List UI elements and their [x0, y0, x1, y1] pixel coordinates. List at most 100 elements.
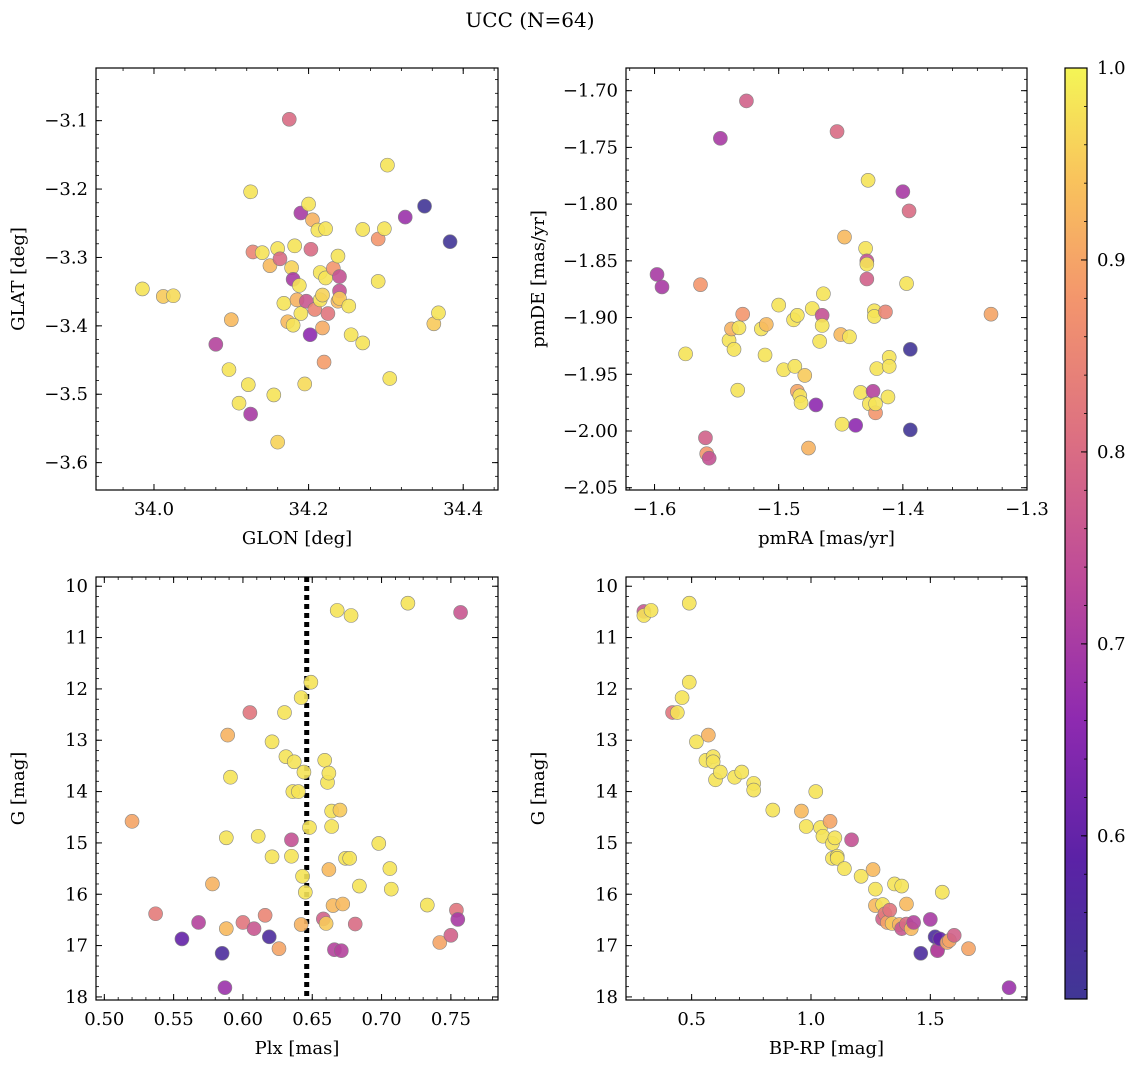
data-point	[271, 941, 287, 956]
data-point	[712, 764, 728, 780]
data-point	[868, 881, 883, 897]
data-point	[284, 832, 299, 848]
y-tick-label: −3.4	[44, 316, 88, 337]
data-point	[923, 912, 938, 927]
x-tick-label: −1.6	[633, 499, 677, 520]
data-point	[801, 440, 816, 456]
data-point	[794, 803, 809, 819]
data-point	[235, 915, 251, 930]
axes-frame	[95, 576, 499, 1001]
y-tick-label: 13	[595, 730, 618, 751]
colorbar-tick-label: 0.6	[1097, 826, 1126, 847]
data-point	[787, 359, 803, 374]
data-point	[899, 276, 914, 291]
data-point	[654, 279, 670, 295]
data-point	[302, 820, 317, 835]
data-point	[837, 861, 852, 876]
data-point	[868, 396, 883, 412]
y-tick-label: 15	[65, 833, 88, 854]
y-tick-label: 16	[65, 884, 88, 905]
figure-title: UCC (N=64)	[465, 8, 594, 32]
data-point	[790, 308, 805, 323]
x-axis-label: Plx [mas]	[255, 1038, 340, 1059]
x-tick-label: 0.70	[362, 1009, 402, 1030]
data-point	[934, 884, 950, 900]
data-point	[431, 305, 446, 321]
data-point	[297, 376, 313, 392]
y-tick-label: −1.75	[563, 137, 618, 158]
y-axis-label: G [mag]	[528, 752, 549, 825]
data-point	[853, 385, 868, 400]
x-axis-label: pmRA [mas/yr]	[758, 528, 895, 549]
data-point	[837, 229, 852, 245]
data-point	[221, 362, 237, 377]
data-point	[205, 876, 220, 892]
panel-1: 34.0 34.2 34.4 −3.6 −3.5 −3.4 −3.3 −3.2 −3.1 GLON…	[8, 67, 499, 549]
data-point	[321, 765, 337, 781]
data-point	[643, 603, 659, 618]
x-tick-label: 1.5	[916, 1009, 945, 1030]
data-point	[291, 784, 306, 799]
data-point	[262, 258, 278, 273]
data-point	[878, 304, 893, 320]
x-tick-label: 0.75	[431, 1009, 471, 1030]
data-point	[285, 317, 301, 333]
data-point	[343, 327, 359, 343]
y-tick-label: −1.70	[563, 81, 618, 102]
data-point	[913, 945, 929, 961]
y-tick-label: 15	[595, 833, 618, 854]
data-point	[701, 727, 716, 743]
data-point	[881, 359, 897, 374]
data-point	[318, 916, 334, 931]
y-tick-label: 14	[65, 782, 88, 803]
data-point	[383, 881, 399, 897]
x-tick-label: 34.0	[134, 499, 174, 520]
data-point	[243, 184, 258, 200]
y-axis-label: pmDE [mas/yr]	[528, 210, 549, 348]
y-tick-label: 13	[65, 730, 88, 751]
x-tick-label: 0.5	[677, 1009, 706, 1030]
data-point	[315, 320, 330, 336]
data-point	[217, 980, 233, 995]
y-axis-label: G [mag]	[8, 752, 29, 825]
data-point	[397, 209, 413, 225]
data-point	[734, 764, 750, 780]
x-tick-label: 34.4	[443, 499, 483, 520]
data-point	[844, 832, 859, 848]
data-point	[293, 690, 309, 705]
data-point	[317, 752, 333, 768]
data-point	[674, 690, 690, 705]
data-point	[842, 329, 857, 345]
data-point	[869, 361, 885, 376]
colorbar: 0.6 0.7 0.8 0.9 1.0	[1064, 58, 1126, 1000]
data-point	[860, 173, 876, 188]
data-point	[649, 267, 665, 282]
data-point	[332, 802, 348, 818]
data-point	[303, 241, 319, 257]
y-tick-label: −1.90	[563, 308, 618, 329]
data-point	[757, 347, 773, 363]
data-point	[442, 234, 458, 250]
y-tick-label: 17	[65, 936, 88, 957]
y-tick-label: 18	[595, 987, 618, 1008]
data-point	[961, 941, 976, 956]
y-tick-label: 11	[595, 628, 618, 649]
data-point	[758, 317, 774, 332]
data-point	[827, 830, 843, 846]
points	[649, 93, 999, 466]
colorbar-gradient	[1064, 67, 1088, 1000]
data-point	[899, 896, 914, 912]
data-point	[214, 945, 230, 961]
data-point	[293, 306, 309, 321]
data-point	[370, 274, 386, 289]
points	[124, 595, 468, 995]
data-point	[765, 802, 781, 818]
data-point	[793, 395, 809, 410]
data-point	[355, 335, 371, 351]
colorbar-tick-label: 0.7	[1097, 634, 1126, 655]
points	[135, 111, 458, 450]
data-point	[432, 935, 448, 950]
data-point	[681, 674, 697, 690]
data-point	[243, 406, 258, 422]
